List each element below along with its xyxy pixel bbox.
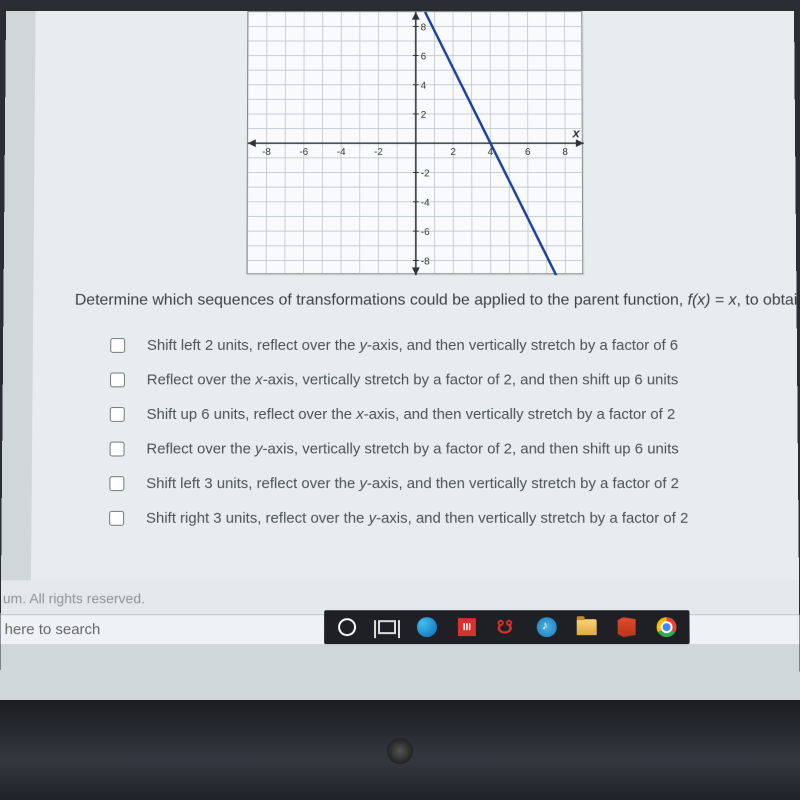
option-row-1[interactable]: Reflect over the x-axis, vertically stre… bbox=[110, 372, 779, 389]
option-text-5: Shift right 3 units, reflect over the y-… bbox=[146, 510, 688, 527]
question-text: Determine which sequences of transformat… bbox=[75, 292, 779, 310]
mcafee-icon[interactable]: ☋ bbox=[496, 616, 518, 638]
option-text-4: Shift left 3 units, reflect over the y-a… bbox=[146, 475, 679, 492]
svg-text:2: 2 bbox=[421, 110, 427, 121]
svg-text:6: 6 bbox=[421, 52, 427, 63]
option-text-0: Shift left 2 units, reflect over the y-a… bbox=[147, 337, 678, 354]
svg-text:-6: -6 bbox=[421, 227, 430, 238]
coordinate-graph: -8-6-4-224682468-2-4-6-8x bbox=[246, 11, 583, 274]
option-row-0[interactable]: Shift left 2 units, reflect over the y-a… bbox=[110, 337, 779, 354]
svg-text:-2: -2 bbox=[421, 169, 430, 180]
option-row-5[interactable]: Shift right 3 units, reflect over the y-… bbox=[109, 510, 780, 527]
graph-container: -8-6-4-224682468-2-4-6-8x bbox=[51, 11, 778, 274]
svg-text:x: x bbox=[572, 126, 581, 141]
explorer-icon[interactable] bbox=[576, 616, 598, 638]
option-checkbox-4[interactable] bbox=[109, 476, 124, 491]
svg-text:6: 6 bbox=[525, 147, 531, 158]
svg-text:2: 2 bbox=[450, 147, 456, 158]
svg-text:8: 8 bbox=[421, 23, 427, 34]
svg-text:-8: -8 bbox=[262, 147, 271, 158]
option-text-3: Reflect over the y-axis, vertically stre… bbox=[146, 441, 678, 458]
svg-text:4: 4 bbox=[421, 81, 427, 92]
svg-text:-8: -8 bbox=[421, 257, 430, 268]
edge-icon[interactable] bbox=[416, 616, 438, 638]
svg-text:-6: -6 bbox=[299, 147, 308, 158]
cortana-icon[interactable] bbox=[336, 616, 358, 638]
groove-icon[interactable] bbox=[536, 616, 558, 638]
app-red-icon[interactable]: III bbox=[456, 616, 478, 638]
taskview-icon[interactable] bbox=[376, 616, 398, 638]
screen-surface: -8-6-4-224682468-2-4-6-8x Determine whic… bbox=[0, 11, 800, 700]
svg-text:-4: -4 bbox=[337, 147, 346, 158]
chrome-icon[interactable] bbox=[656, 616, 678, 638]
option-checkbox-2[interactable] bbox=[110, 407, 125, 422]
option-row-2[interactable]: Shift up 6 units, reflect over the x-axi… bbox=[110, 406, 780, 423]
office-icon[interactable] bbox=[616, 616, 638, 638]
option-text-2: Shift up 6 units, reflect over the x-axi… bbox=[147, 406, 676, 423]
option-row-3[interactable]: Reflect over the y-axis, vertically stre… bbox=[110, 441, 780, 458]
option-checkbox-3[interactable] bbox=[110, 442, 125, 457]
option-text-1: Reflect over the x-axis, vertically stre… bbox=[147, 372, 679, 389]
svg-text:-2: -2 bbox=[374, 147, 383, 158]
option-checkbox-0[interactable] bbox=[110, 338, 125, 353]
monitor-bezel bbox=[0, 700, 800, 800]
option-checkbox-5[interactable] bbox=[109, 511, 124, 526]
question-panel: -8-6-4-224682468-2-4-6-8x Determine whic… bbox=[30, 11, 799, 640]
option-checkbox-1[interactable] bbox=[110, 373, 125, 388]
monitor-logo bbox=[387, 738, 413, 764]
svg-text:8: 8 bbox=[562, 147, 568, 158]
answer-options: Shift left 2 units, reflect over the y-a… bbox=[109, 337, 780, 527]
option-row-4[interactable]: Shift left 3 units, reflect over the y-a… bbox=[109, 475, 780, 492]
svg-text:-4: -4 bbox=[421, 198, 430, 209]
taskbar: III ☋ bbox=[324, 610, 690, 644]
